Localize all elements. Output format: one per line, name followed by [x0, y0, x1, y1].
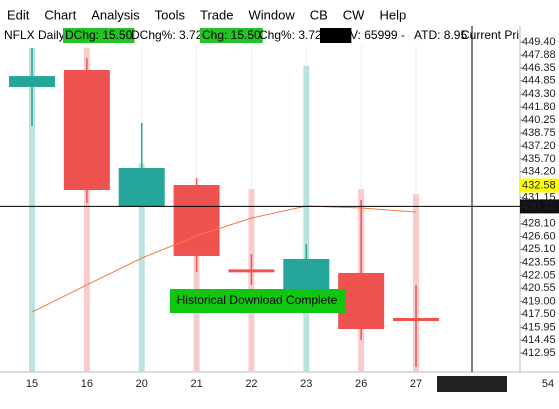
- candle-body: [118, 168, 165, 208]
- volume-bar: [413, 194, 420, 372]
- last-price-label: 432.58: [522, 179, 556, 191]
- y-tick-label: 412.95: [522, 347, 556, 359]
- cursor-price-box: [520, 199, 559, 214]
- candle-body: [338, 272, 385, 330]
- corner-label: 54: [542, 378, 554, 390]
- x-tick-label: 21: [190, 378, 202, 390]
- y-tick-label: 434.20: [522, 166, 556, 178]
- volume-bar: [303, 65, 310, 372]
- y-tick-label: 417.50: [522, 308, 556, 320]
- y-tick-label: 441.80: [522, 101, 556, 113]
- y-tick-label: 449.40: [522, 36, 556, 48]
- header-field: DChg: 15.50: [65, 28, 133, 42]
- x-tick-label: 20: [136, 378, 148, 390]
- y-tick-label: 423.55: [522, 256, 556, 268]
- header-field: DChg%: 3.72: [131, 28, 203, 42]
- menu-bar: [0, 0, 559, 26]
- header-field: Current Pri: [461, 28, 519, 42]
- header-field: DR:0: [322, 28, 350, 42]
- y-tick-label: 444.85: [522, 75, 556, 87]
- y-tick-label: 438.75: [522, 127, 556, 139]
- candle-body: [228, 269, 275, 273]
- header-field: NFLX Daily: [4, 28, 65, 42]
- volume-bar: [83, 48, 90, 372]
- x-tick-label: 27: [410, 378, 422, 390]
- moving-average: [31, 205, 417, 313]
- header-field: Chg%: 3.72: [259, 28, 322, 42]
- toast-box: [170, 289, 345, 313]
- menu-item[interactable]: Trade: [200, 7, 233, 22]
- cursor-date-box: [437, 376, 507, 392]
- header-badge: [320, 28, 352, 43]
- menu-item[interactable]: Help: [379, 7, 406, 22]
- y-tick-label: 435.70: [522, 153, 556, 165]
- menu-item[interactable]: CW: [343, 7, 365, 22]
- volume-bar: [29, 48, 35, 372]
- menu-item[interactable]: Analysis: [91, 7, 140, 22]
- last-price-box: [520, 178, 559, 193]
- menu-item[interactable]: Edit: [7, 7, 30, 22]
- y-tick-label: 426.60: [522, 230, 556, 242]
- menu-item[interactable]: Chart: [44, 7, 76, 22]
- y-tick-label: 419.00: [522, 295, 556, 307]
- header-field: V: 65999 -: [350, 28, 405, 42]
- header-field: ATD: 8.95: [414, 28, 467, 42]
- candle-body: [393, 318, 440, 321]
- header-badge: [63, 28, 135, 43]
- x-tick-label: 16: [81, 378, 93, 390]
- toast-text: Historical Download Complete: [177, 293, 338, 307]
- y-tick-label: 414.45: [522, 334, 556, 346]
- y-tick-label: 446.35: [522, 62, 556, 74]
- menu-item[interactable]: CB: [310, 7, 328, 22]
- y-tick-label: 437.20: [522, 140, 556, 152]
- x-tick-label: 26: [355, 378, 367, 390]
- volume-bar: [138, 163, 145, 372]
- y-tick-label: 415.95: [522, 321, 556, 333]
- candle-body: [9, 76, 55, 87]
- menu-item[interactable]: Window: [248, 7, 295, 22]
- y-tick-label: 443.30: [522, 88, 556, 100]
- menu-item[interactable]: Tools: [155, 7, 186, 22]
- x-tick-label: 15: [26, 378, 38, 390]
- x-tick-label: 22: [245, 378, 257, 390]
- y-tick-label: 447.88: [522, 49, 556, 61]
- y-tick-label: 425.10: [522, 243, 556, 255]
- x-tick-label: 23: [300, 378, 312, 390]
- header-badge: [200, 28, 263, 43]
- header-field: Chg: 15.50: [202, 28, 261, 42]
- y-tick-label: 422.05: [522, 269, 556, 281]
- cursor-date-label: 2023-06-28: [444, 378, 500, 390]
- y-tick-label: 420.55: [522, 282, 556, 294]
- y-tick-label: 440.25: [522, 114, 556, 126]
- cursor-price-label: 430.13: [522, 200, 556, 212]
- candle-body: [63, 70, 110, 191]
- y-tick-label: 428.10: [522, 218, 556, 230]
- candle-body: [173, 185, 220, 256]
